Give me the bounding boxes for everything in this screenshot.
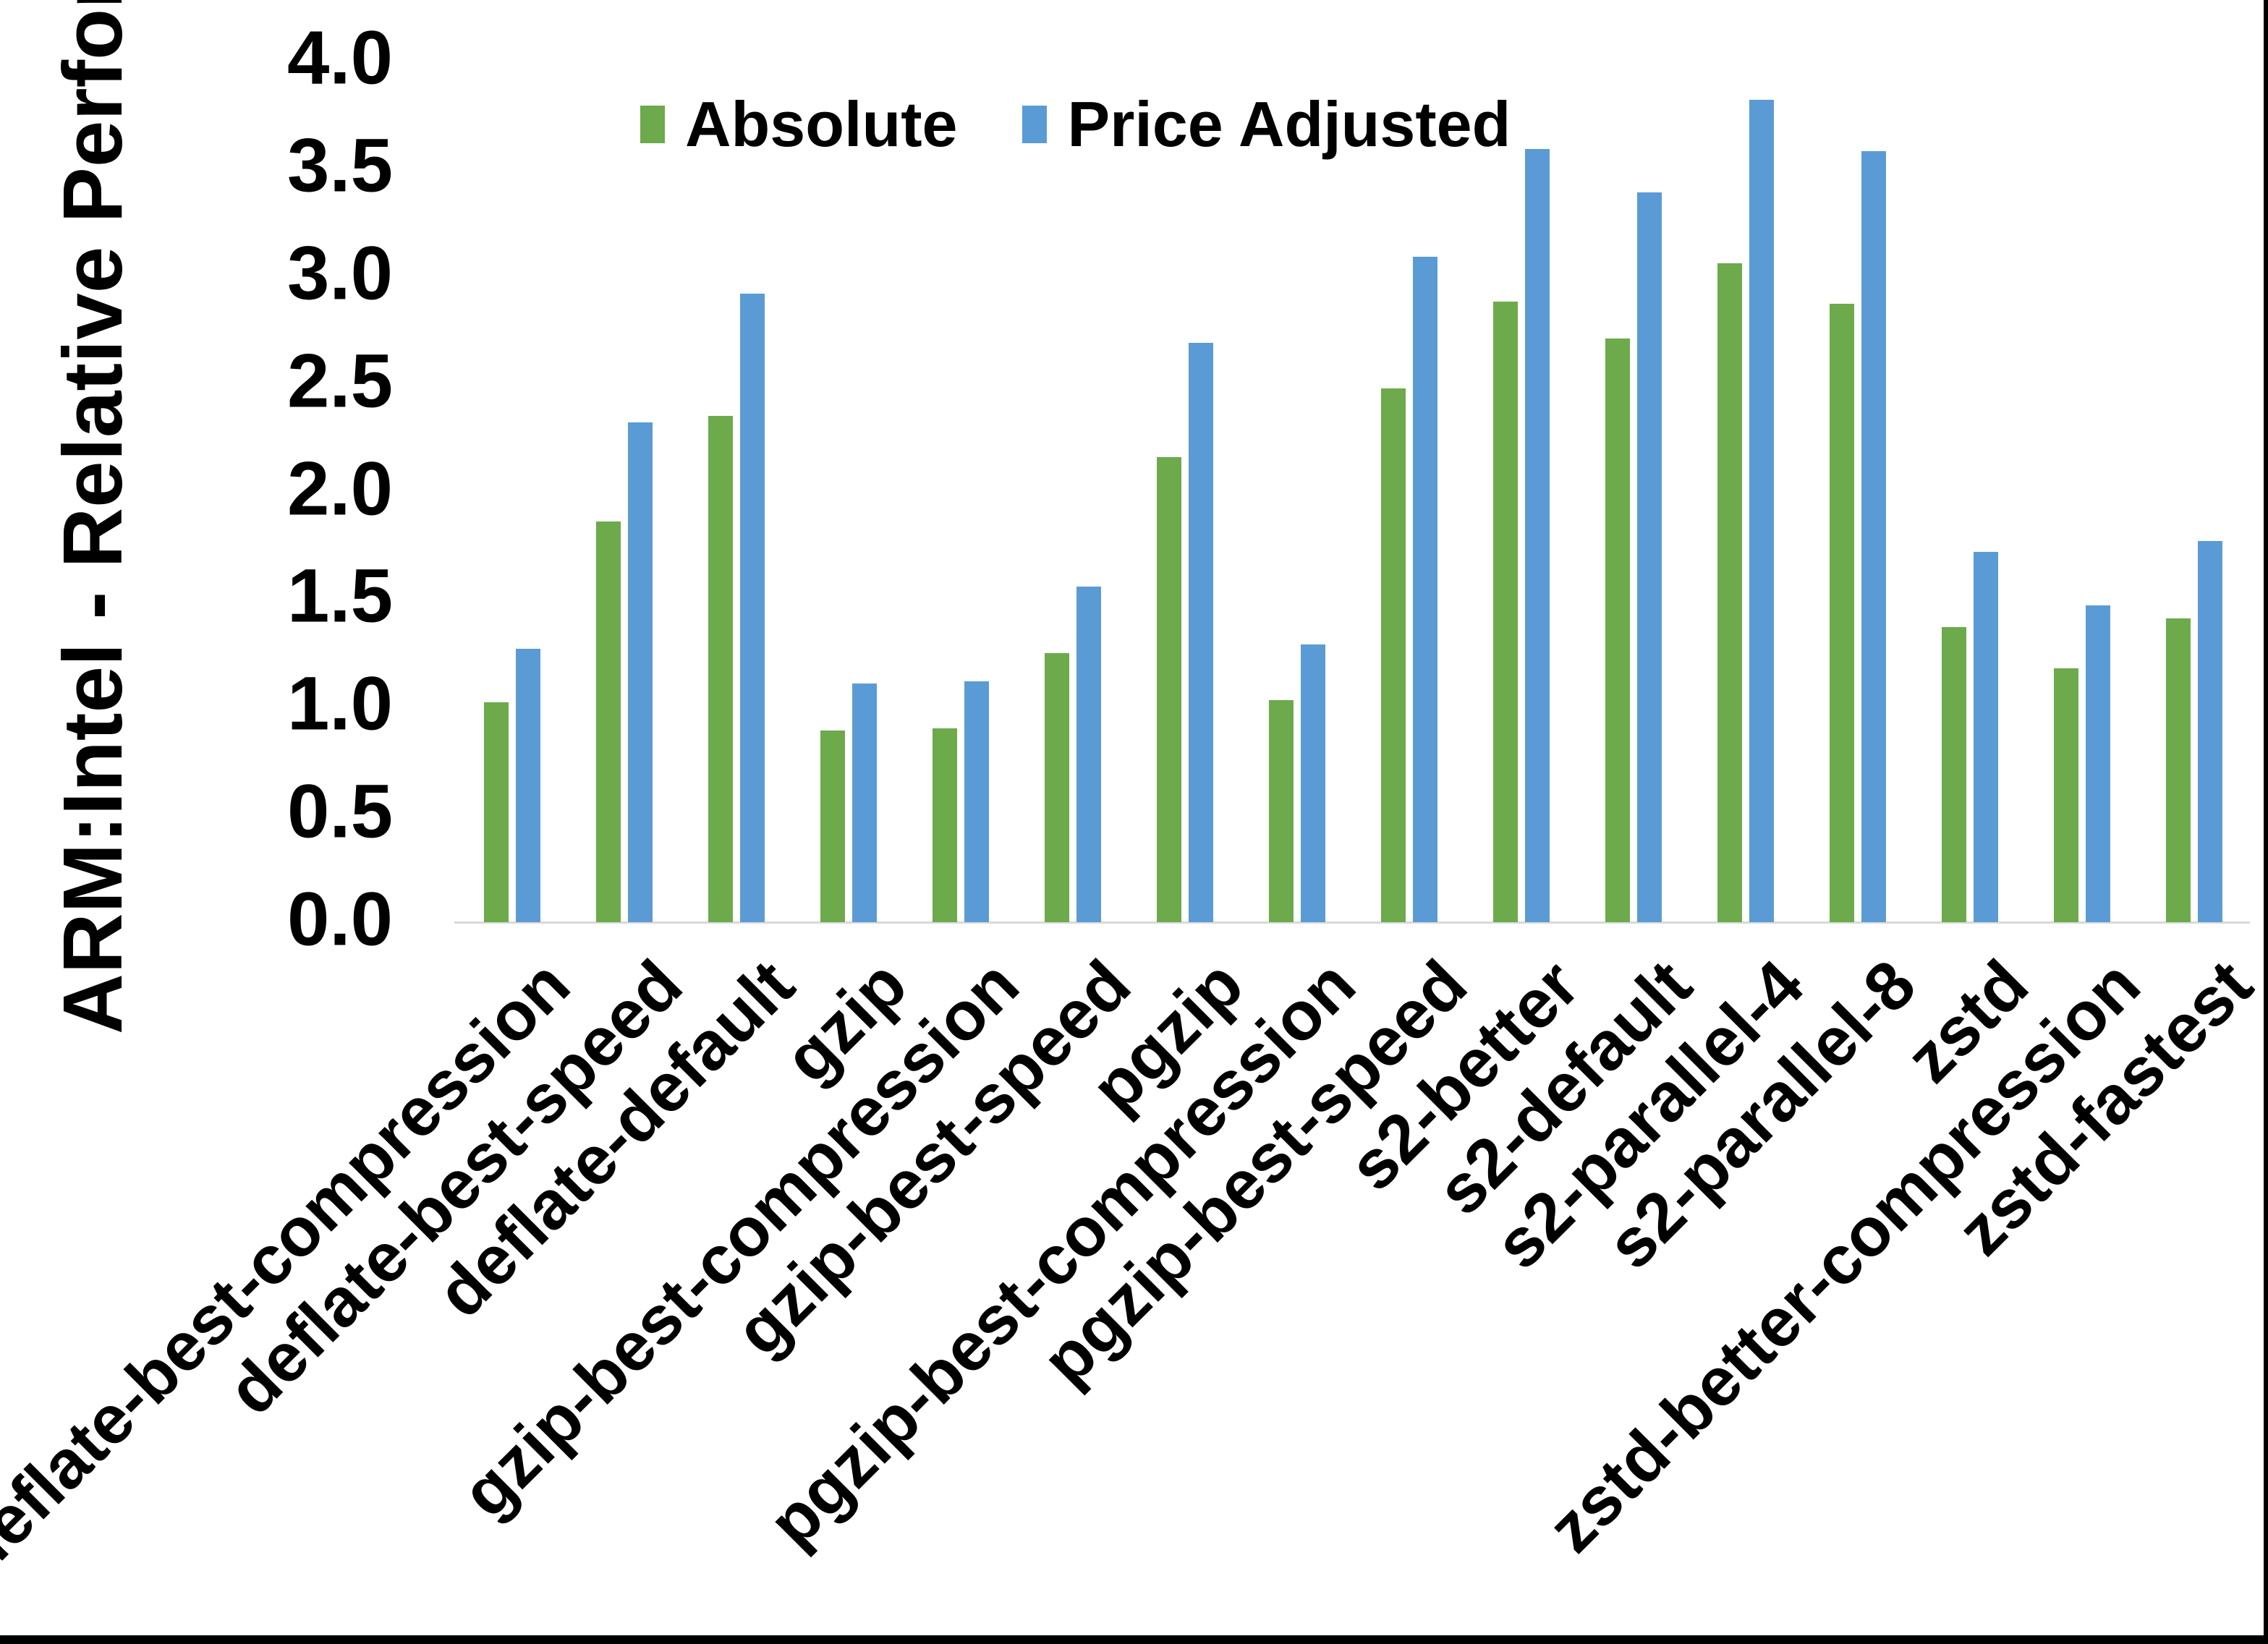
bar-group: [904, 0, 1016, 922]
bar-price-adjusted: [2085, 605, 2110, 922]
bar-price-adjusted: [627, 422, 653, 922]
bar-group: [1241, 0, 1353, 922]
legend-swatch-price-adjusted: [1022, 106, 1048, 143]
bar-group: [1465, 0, 1577, 922]
legend-item-price-adjusted: Price Adjusted: [1022, 93, 1511, 156]
bar-absolute: [595, 521, 621, 922]
bar-price-adjusted: [964, 681, 989, 922]
bar-absolute: [1717, 263, 1742, 922]
bar-group: [1801, 0, 1914, 922]
legend: Absolute Price Adjusted: [640, 93, 1511, 156]
y-tick-label: 3.5: [287, 123, 393, 208]
window-edge-right: [2264, 0, 2268, 1644]
bar-absolute: [1268, 700, 1294, 922]
bar-absolute: [2165, 618, 2191, 922]
bar-group: [792, 0, 904, 922]
bar-absolute: [1941, 627, 1966, 922]
bar-group: [2026, 0, 2138, 922]
bar-price-adjusted: [1300, 644, 1325, 922]
bar-group: [1016, 0, 1129, 922]
bar-group: [1689, 0, 1801, 922]
bar-price-adjusted: [515, 648, 540, 922]
bar-absolute: [1044, 652, 1069, 922]
bar-price-adjusted: [1076, 586, 1101, 922]
bar-price-adjusted: [739, 293, 765, 922]
bars-container: [456, 0, 2250, 922]
bar-absolute: [1492, 302, 1518, 922]
y-tick-label: 2.5: [287, 338, 393, 423]
bar-group: [2138, 0, 2250, 922]
legend-item-absolute: Absolute: [640, 93, 957, 156]
y-tick-label: 4.0: [287, 15, 393, 101]
bar-price-adjusted: [1636, 192, 1662, 922]
bar-group: [1353, 0, 1465, 922]
bar-price-adjusted: [1188, 343, 1213, 922]
y-tick-label: 0.0: [287, 877, 393, 962]
bar-absolute: [1605, 338, 1630, 922]
bar-absolute: [2053, 668, 2078, 922]
bar-price-adjusted: [851, 683, 877, 922]
bar-group: [1129, 0, 1241, 922]
bar-absolute: [1829, 304, 1854, 922]
bar-absolute: [820, 731, 845, 922]
bar-price-adjusted: [1749, 99, 1774, 922]
y-tick-label: 1.0: [287, 661, 393, 746]
bar-group: [680, 0, 792, 922]
bar-group: [456, 0, 568, 922]
y-tick-label: 2.0: [287, 446, 393, 531]
bar-absolute: [708, 416, 733, 922]
y-tick-label: 3.0: [287, 231, 393, 316]
bar-price-adjusted: [1861, 151, 1886, 922]
bar-price-adjusted: [1412, 256, 1437, 922]
bar-absolute: [932, 728, 957, 922]
x-axis-line: [454, 921, 2250, 924]
legend-label-price-adjusted: Price Adjusted: [1067, 88, 1511, 160]
bar-group: [568, 0, 680, 922]
bar-price-adjusted: [2197, 540, 2222, 922]
bar-price-adjusted: [1524, 149, 1550, 922]
bar-absolute: [1156, 456, 1181, 922]
bar-price-adjusted: [1973, 551, 1998, 922]
y-axis-title: ARM:Intel - Relative Performance: [46, 0, 140, 1034]
bar-group: [1577, 0, 1689, 922]
legend-swatch-absolute: [640, 106, 665, 143]
y-tick-label: 0.5: [287, 769, 393, 854]
bar-group: [1914, 0, 2026, 922]
window-edge-bottom: [0, 1635, 2268, 1644]
bar-absolute: [1380, 388, 1406, 922]
y-tick-label: 1.5: [287, 553, 393, 639]
bar-absolute: [483, 702, 509, 922]
legend-label-absolute: Absolute: [685, 88, 958, 160]
